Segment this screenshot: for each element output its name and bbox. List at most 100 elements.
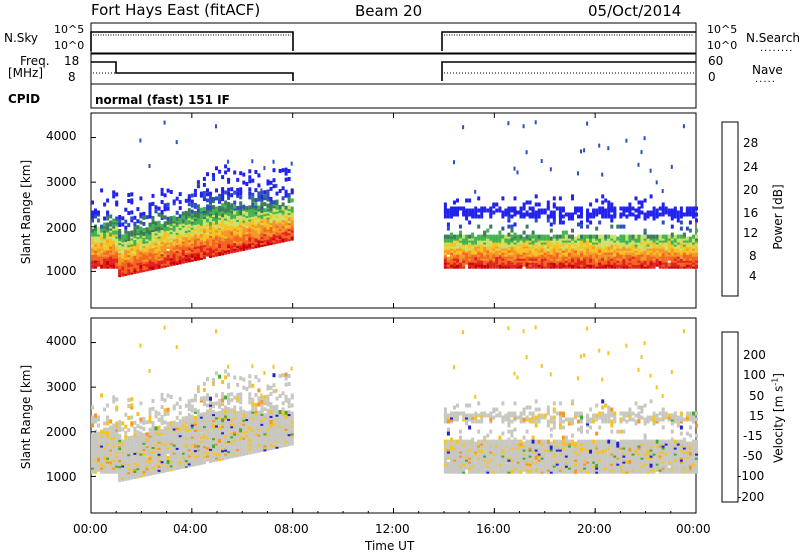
power-cell-1350	[251, 222, 255, 227]
power-cell-3023	[652, 248, 656, 253]
velocity-cell-965	[206, 403, 209, 408]
power-cell-2189	[522, 124, 525, 129]
velocity-cell-476	[148, 411, 152, 416]
power-cell-2059	[504, 244, 508, 249]
power-cell-1389	[254, 188, 258, 193]
velocity-cell-1216	[233, 375, 237, 380]
power-cell-2114	[513, 252, 517, 257]
power-cell-356	[133, 227, 137, 232]
power-cell-2057	[504, 248, 508, 253]
velocity-cell-1422	[260, 434, 264, 438]
power-cell-1532	[272, 168, 276, 173]
velocity-cell-1077	[218, 402, 222, 407]
velocity-cell-430	[142, 420, 146, 425]
power-cell-307	[127, 211, 131, 215]
velocity-cell-213	[115, 405, 119, 410]
power-cell-2343	[546, 214, 550, 219]
power-cell-1897	[477, 224, 481, 229]
velocity-cell-528	[157, 467, 161, 472]
power-cell-1899	[477, 208, 481, 213]
velocity-cell-526	[154, 410, 158, 415]
power-cell-2877	[628, 202, 632, 207]
power-cell-1927	[483, 248, 487, 253]
power-cell-2186	[522, 212, 526, 217]
velocity-cell-1530	[272, 389, 276, 394]
power-cell-624	[166, 206, 170, 211]
power-cell-855	[193, 211, 197, 215]
velocity-cell-1213	[233, 409, 237, 414]
power-cell-331	[130, 216, 134, 221]
velocity-cell-1562	[278, 430, 282, 435]
power-cell-3264	[688, 228, 692, 233]
power-cell-3160	[673, 248, 677, 253]
power-cell-86	[100, 224, 104, 229]
velocity-cell-335	[130, 397, 134, 402]
power-cell-1540	[275, 227, 279, 232]
power-cell-2678	[598, 220, 602, 225]
power-cell-2461	[564, 234, 568, 239]
power-cell-3236	[685, 254, 689, 259]
power-cell-271	[124, 253, 128, 258]
power-cell-889	[199, 253, 203, 258]
power-cell-2216	[528, 252, 532, 257]
velocity-cell-1165	[227, 364, 230, 369]
power-cell-1627	[287, 217, 291, 222]
power-cell-2252	[534, 262, 538, 267]
velocity-cell-381	[136, 430, 140, 435]
velocity-cell-1161	[227, 392, 231, 397]
power-cell-622	[166, 218, 170, 223]
velocity-cell-281	[124, 438, 128, 443]
power-cell-1656	[290, 188, 294, 193]
power-cell-1633	[287, 199, 291, 204]
power-cell-2250	[531, 206, 535, 211]
power-cell-736	[181, 243, 185, 248]
power-cell-3188	[676, 218, 680, 223]
velocity-cell-575	[160, 396, 164, 401]
power-cell-2895	[634, 264, 638, 269]
velocity-cell-690	[175, 439, 179, 444]
power-cell-2345	[546, 204, 550, 209]
velocity-cell-624	[166, 411, 170, 416]
power-cell-2976	[643, 198, 647, 203]
power-cell-2529	[577, 252, 580, 257]
power-cell-2741	[607, 212, 611, 217]
velocity-cell-700	[175, 401, 179, 406]
power-cell-3194	[679, 258, 683, 263]
velocity-cell-608	[166, 455, 170, 460]
power-cell-3211	[679, 206, 683, 211]
velocity-cell-1334	[248, 396, 252, 401]
power-cell-3078	[661, 252, 665, 257]
power-cell-1263	[239, 201, 243, 206]
power-cell-2104	[510, 228, 514, 233]
power-cell-3003	[649, 248, 653, 253]
power-cell-1615	[284, 171, 288, 176]
power-cell-2611	[589, 254, 593, 259]
velocity-cell-831	[190, 404, 194, 409]
power-cell-2342	[546, 218, 550, 223]
power-cell-383	[136, 207, 140, 212]
velocity-cell-1102	[221, 408, 225, 413]
velocity-cell-520	[154, 434, 158, 439]
power-cell-2444	[561, 230, 565, 235]
power-cell-842	[193, 239, 197, 244]
power-cell-1139	[227, 244, 231, 249]
power-cell-3110	[664, 206, 668, 211]
power-cell-528	[157, 262, 161, 267]
power-cell-859	[193, 188, 197, 193]
velocity-cell-1268	[239, 376, 243, 381]
power-cell-1282	[242, 218, 246, 223]
velocity-cell-968	[206, 377, 209, 382]
power-cell-524	[154, 221, 158, 226]
velocity-cell-1492	[269, 438, 273, 443]
power-cell-207	[115, 224, 119, 229]
velocity-cell-259	[121, 439, 125, 444]
power-cell-2559	[580, 224, 583, 229]
power-cell-0	[91, 264, 94, 269]
power-cell-632	[169, 252, 173, 257]
power-cell-3205	[679, 234, 683, 239]
velocity-cell-1654	[290, 403, 294, 408]
velocity-cell-822	[190, 428, 194, 433]
power-cell-2782	[613, 234, 617, 239]
power-cell-2187	[522, 206, 526, 211]
power-cell-2020	[498, 248, 502, 253]
